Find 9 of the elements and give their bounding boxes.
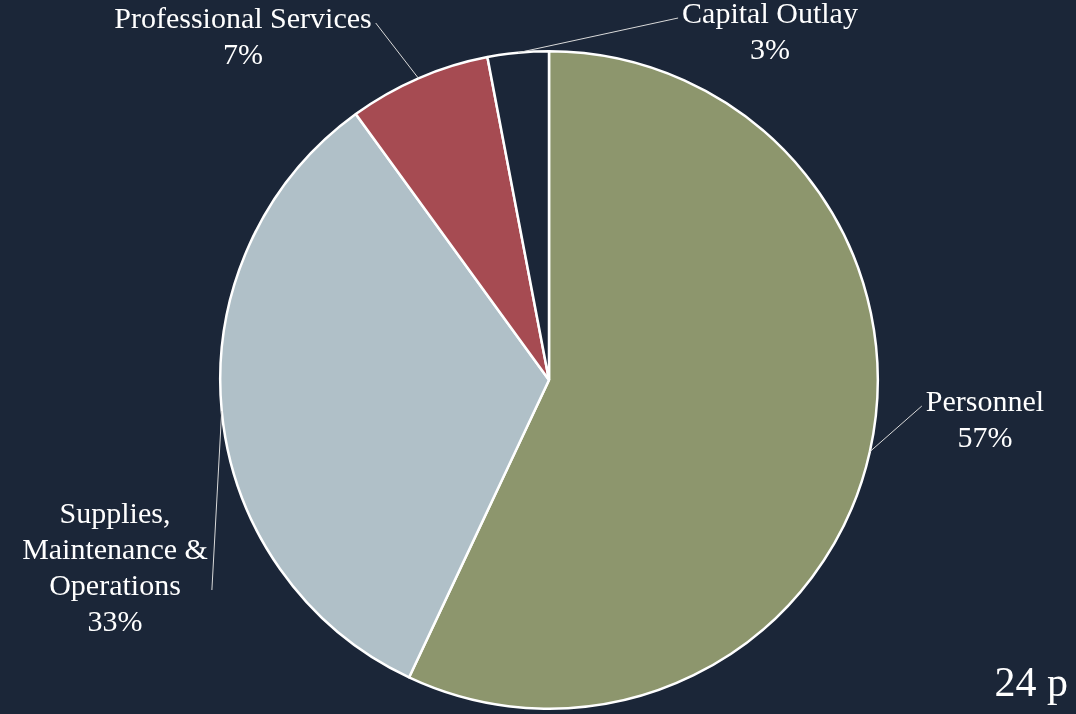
slice-label: Personnel	[925, 383, 1045, 417]
data-label: 3%	[750, 31, 790, 65]
data-label: 57%	[957, 419, 1013, 453]
data-label: 33%	[87, 603, 143, 637]
data-label: 7%	[223, 36, 263, 70]
slice-label: Professional Services	[114, 0, 372, 34]
slice-label: Supplies, Maintenance & Operations	[22, 495, 208, 601]
text: 24 p	[994, 659, 1068, 706]
slice-label: Capital Outlay	[682, 0, 858, 29]
